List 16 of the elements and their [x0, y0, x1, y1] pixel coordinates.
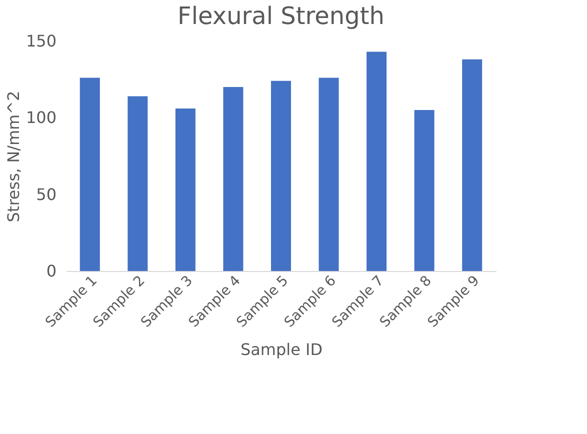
- y-tick-label: 100: [26, 108, 56, 128]
- bar: [366, 52, 387, 271]
- bar: [462, 59, 482, 271]
- bar: [128, 96, 148, 271]
- bar: [414, 110, 434, 271]
- bar: [318, 78, 339, 271]
- y-axis-title: Stress, N/mm^2: [4, 90, 23, 222]
- bar: [175, 108, 196, 271]
- y-tick-label: 50: [36, 184, 56, 204]
- bar: [80, 78, 100, 271]
- bar: [271, 80, 291, 271]
- x-axis-title: Sample ID: [240, 340, 323, 359]
- y-tick-label: 150: [26, 32, 56, 50]
- y-tick-label: 0: [46, 262, 56, 280]
- chart-title: Flexural Strength: [178, 2, 384, 30]
- bar: [223, 87, 244, 271]
